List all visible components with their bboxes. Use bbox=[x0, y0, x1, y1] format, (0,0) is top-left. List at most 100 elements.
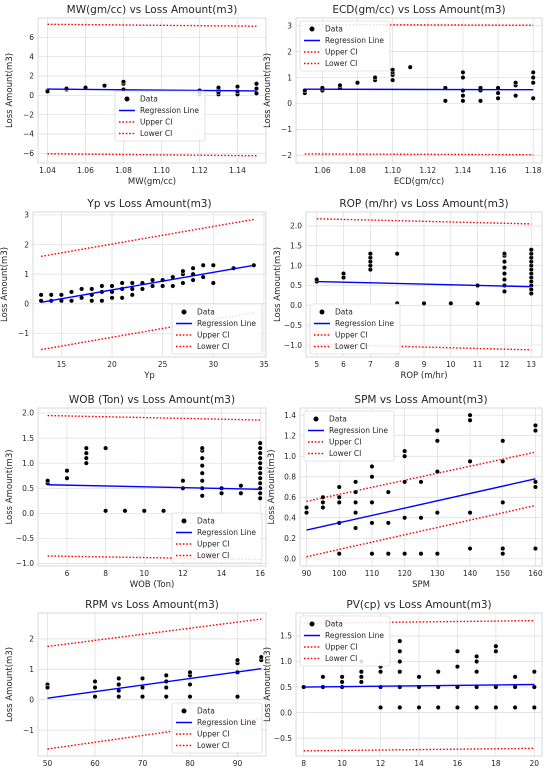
legend-regression: Regression Line bbox=[304, 36, 384, 45]
legend-data: Data bbox=[124, 95, 158, 104]
x-tick-label: 20 bbox=[530, 759, 540, 768]
y-tick-label: 0.0 bbox=[284, 555, 296, 564]
chart-title: MW(gm/cc) vs Loss Amount(m3) bbox=[67, 4, 238, 16]
data-point bbox=[141, 508, 147, 514]
legend-regression: Regression Line bbox=[176, 718, 256, 727]
legend-label: Regression Line bbox=[197, 528, 256, 537]
data-point bbox=[531, 684, 537, 690]
data-point bbox=[500, 546, 506, 552]
legend-label: Data bbox=[329, 415, 347, 424]
data-point bbox=[460, 93, 466, 99]
x-tick-label: 6 bbox=[65, 569, 70, 578]
upper-ci-line bbox=[306, 451, 536, 503]
data-point bbox=[257, 440, 263, 446]
data-point bbox=[103, 508, 109, 514]
legend-label: Upper CI bbox=[335, 331, 368, 340]
y-axis-label: Loss Amount(m3) bbox=[267, 449, 277, 524]
data-point bbox=[467, 412, 473, 418]
data-point bbox=[530, 80, 536, 86]
y-tick-label: 1.5 bbox=[280, 632, 292, 641]
data-point bbox=[116, 681, 122, 688]
y-tick-label: −0.5 bbox=[284, 321, 302, 330]
x-tick-label: 1.12 bbox=[419, 166, 436, 175]
x-axis-label: Yp bbox=[143, 371, 155, 381]
chart-spm: 90 100 110 120 130 140 150 160 0.0 0.2 0.4 0.6 0.8 1.… bbox=[267, 394, 543, 590]
data-point bbox=[501, 271, 508, 277]
data-point bbox=[238, 490, 244, 496]
data-point bbox=[378, 684, 384, 690]
y-tick-label: 6 bbox=[29, 33, 34, 42]
data-point bbox=[68, 289, 75, 295]
data-point bbox=[397, 648, 403, 654]
legend-label: Upper CI bbox=[197, 540, 230, 549]
y-axis-label: Loss Amount(m3) bbox=[0, 247, 10, 322]
legend-marker bbox=[124, 96, 130, 102]
legend-box bbox=[171, 702, 263, 754]
data-point bbox=[44, 88, 51, 95]
data-point bbox=[421, 300, 427, 306]
data-point bbox=[199, 455, 205, 461]
legend-data: Data bbox=[319, 308, 353, 317]
x-tick-label: 110 bbox=[365, 569, 380, 578]
y-tick-label: 2 bbox=[24, 240, 29, 249]
chart-title: PV(cp) vs Loss Amount(m3) bbox=[346, 599, 491, 611]
y-axis-label: Loss Amount(m3) bbox=[273, 247, 283, 322]
data-point bbox=[339, 679, 345, 685]
y-tick-label: 1 bbox=[29, 665, 34, 674]
legend-label: Regression Line bbox=[197, 319, 256, 328]
legend-marker bbox=[319, 309, 325, 315]
legend-data: Data bbox=[181, 308, 215, 317]
data-point bbox=[493, 648, 499, 654]
data-point bbox=[238, 483, 244, 489]
y-axis-label: Loss Amount(m3) bbox=[5, 53, 15, 128]
legend-label: Upper CI bbox=[197, 730, 230, 739]
x-tick-label: 8 bbox=[301, 759, 306, 768]
y-tick-label: 0.0 bbox=[290, 301, 302, 310]
legend-lower-ci: Lower CI bbox=[304, 654, 357, 663]
data-point bbox=[149, 283, 156, 289]
data-point bbox=[530, 75, 536, 81]
x-tick-label: 1.12 bbox=[191, 166, 208, 175]
data-point bbox=[385, 551, 391, 557]
y-tick-label: 0.5 bbox=[290, 281, 302, 290]
data-point bbox=[454, 704, 460, 711]
legend-upper-ci: Upper CI bbox=[119, 118, 173, 127]
data-point bbox=[418, 515, 424, 521]
data-point bbox=[501, 265, 508, 271]
y-tick-label: 2 bbox=[29, 635, 34, 644]
x-tick-label: 150 bbox=[496, 569, 511, 578]
data-point bbox=[257, 475, 263, 481]
x-tick-label: 16 bbox=[255, 569, 265, 578]
legend-marker bbox=[181, 518, 187, 524]
data-point bbox=[119, 295, 125, 301]
x-tick-label: 10 bbox=[446, 360, 456, 369]
data-point bbox=[258, 654, 264, 660]
y-tick-label: 1 bbox=[24, 270, 29, 279]
legend-label: Data bbox=[197, 308, 215, 317]
x-tick-label: 1.08 bbox=[349, 166, 366, 175]
y-tick-label: 1.0 bbox=[280, 657, 292, 666]
data-point bbox=[530, 69, 536, 75]
data-point bbox=[44, 684, 51, 691]
legend-lower-ci: Lower CI bbox=[176, 741, 229, 750]
data-point bbox=[101, 83, 108, 89]
y-tick-label: 0 bbox=[24, 299, 29, 308]
data-point bbox=[448, 300, 454, 306]
x-axis-label: SPM bbox=[412, 580, 430, 590]
legend-label: Regression Line bbox=[329, 426, 388, 435]
y-tick-label: −2 bbox=[281, 151, 292, 160]
data-point bbox=[434, 510, 440, 516]
data-point bbox=[467, 458, 473, 464]
data-point bbox=[210, 262, 216, 268]
data-point bbox=[303, 504, 310, 511]
chart-yp: 15 20 25 30 35 −1 0 1 2 3 Yp vs Loss Amount(m3) Yp L… bbox=[0, 198, 269, 381]
plot-marks bbox=[303, 412, 539, 558]
legend-regression: Regression Line bbox=[314, 319, 394, 328]
legend-data: Data bbox=[309, 25, 343, 34]
legend-label: Upper CI bbox=[140, 118, 173, 127]
data-point bbox=[474, 658, 480, 665]
data-point bbox=[513, 93, 519, 99]
data-point bbox=[416, 704, 422, 711]
data-point bbox=[58, 292, 64, 298]
chart-pv: 8 10 12 14 16 18 20 −0.5 0.0 0.5 1.0 1.5 PV(cp) vs L… bbox=[263, 599, 543, 774]
